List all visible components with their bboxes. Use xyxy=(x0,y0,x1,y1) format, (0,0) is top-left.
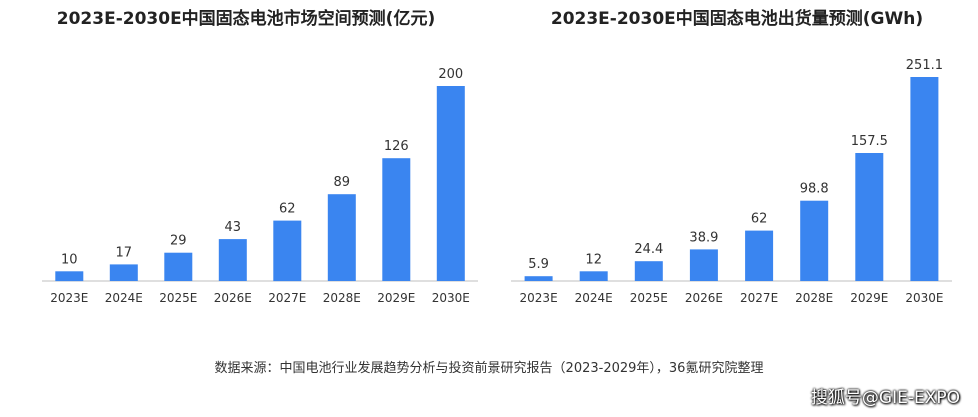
data-label: 89 xyxy=(334,175,351,190)
bar-2028E xyxy=(800,200,829,281)
data-label: 10 xyxy=(61,252,78,267)
x-tick-label: 2028E xyxy=(323,291,361,305)
x-tick-label: 2027E xyxy=(740,291,778,305)
data-label: 98.8 xyxy=(800,182,829,197)
x-tick-label: 2024E xyxy=(105,291,143,305)
bar-2028E xyxy=(327,194,356,281)
data-label: 62 xyxy=(279,202,296,217)
data-label: 38.9 xyxy=(689,230,718,245)
x-tick-label: 2024E xyxy=(575,291,613,305)
watermark: 搜狐号@GIE-EXPO xyxy=(810,388,960,408)
bar-2030E xyxy=(436,86,465,281)
shipment-volume-chart: 2023E-2030E中国固态电池出货量预测(GWh) 5.9 2023E 12 20… xyxy=(511,8,952,305)
bar-2027E xyxy=(745,230,774,281)
x-tick-label: 2023E xyxy=(520,291,558,305)
bar-2029E xyxy=(855,153,884,281)
bar-2030E xyxy=(910,77,939,281)
bar-2024E xyxy=(579,271,608,281)
bar-2026E xyxy=(689,249,718,281)
data-label: 24.4 xyxy=(634,242,663,257)
x-tick-label: 2028E xyxy=(795,291,833,305)
bar-2023E xyxy=(524,276,553,281)
bar-2027E xyxy=(273,220,302,282)
data-label: 17 xyxy=(116,245,133,260)
data-label: 251.1 xyxy=(906,58,943,73)
data-label: 62 xyxy=(751,212,768,227)
market-size-chart: 2023E-2030E中国固态电池市场空间预测(亿元) 10 2023E 17 202… xyxy=(42,8,478,305)
chart-title: 2023E-2030E中国固态电池市场空间预测(亿元) xyxy=(57,8,435,29)
x-tick-label: 2023E xyxy=(50,291,88,305)
data-label: 29 xyxy=(170,234,187,249)
data-label: 5.9 xyxy=(528,257,549,272)
chart-title: 2023E-2030E中国固态电池出货量预测(GWh) xyxy=(551,8,923,29)
bar-2025E xyxy=(634,261,663,281)
x-tick-label: 2030E xyxy=(432,291,470,305)
bar-2024E xyxy=(109,264,138,281)
bar-2029E xyxy=(382,158,411,281)
x-tick-label: 2026E xyxy=(214,291,252,305)
bar-2026E xyxy=(218,239,247,281)
source-note: 数据来源：中国电池行业发展趋势分析与投资前景研究报告（2023-2029年），3… xyxy=(214,361,764,376)
data-label: 200 xyxy=(438,67,463,82)
data-label: 126 xyxy=(384,139,409,154)
bar-2023E xyxy=(55,271,84,282)
x-tick-label: 2029E xyxy=(850,291,888,305)
bar-2025E xyxy=(164,252,193,281)
x-tick-label: 2029E xyxy=(377,291,415,305)
x-tick-label: 2026E xyxy=(685,291,723,305)
x-tick-label: 2025E xyxy=(630,291,668,305)
data-label: 157.5 xyxy=(851,134,888,149)
x-tick-label: 2030E xyxy=(905,291,943,305)
x-tick-label: 2027E xyxy=(268,291,306,305)
data-label: 12 xyxy=(585,252,602,267)
data-label: 43 xyxy=(225,220,242,235)
x-tick-label: 2025E xyxy=(159,291,197,305)
